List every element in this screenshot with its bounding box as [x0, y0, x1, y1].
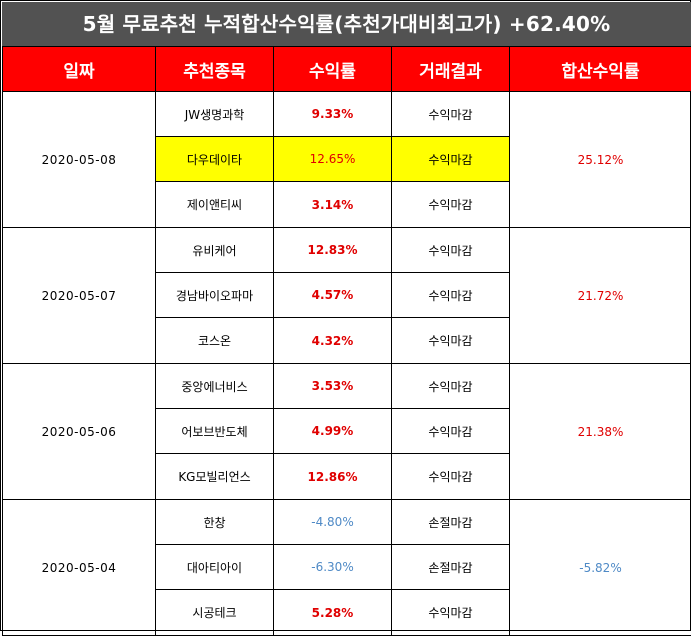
stock-name: 시공테크 — [156, 590, 274, 636]
stock-name: 한창 — [156, 500, 274, 545]
stock-return: 4.57% — [274, 273, 392, 318]
header-date: 일짜 — [3, 47, 156, 92]
trade-result: 수익마감 — [392, 409, 510, 454]
group-total-return: 21.72% — [510, 228, 691, 364]
trade-result: 수익마감 — [392, 137, 510, 182]
trade-result: 손절마감 — [392, 500, 510, 545]
stock-name: 코스온 — [156, 318, 274, 364]
stock-return: 4.99% — [274, 409, 392, 454]
stock-return: 3.53% — [274, 364, 392, 409]
trade-result: 손절마감 — [392, 545, 510, 590]
trade-result: 수익마감 — [392, 273, 510, 318]
group-total-return: 25.12% — [510, 92, 691, 228]
stock-return: -4.80% — [274, 500, 392, 545]
group-date: 2020-05-08 — [3, 92, 156, 228]
stock-return: 9.33% — [274, 92, 392, 137]
trade-result: 수익마감 — [392, 228, 510, 273]
trade-result: 수익마감 — [392, 454, 510, 500]
stock-return: 5.28% — [274, 590, 392, 636]
board-title: 5월 무료추천 누적합산수익률(추천가대비최고가) +62.40% — [2, 2, 691, 46]
header-result: 거래결과 — [392, 47, 510, 92]
stock-return: 12.86% — [274, 454, 392, 500]
group-total-return: 21.38% — [510, 364, 691, 500]
group-date: 2020-05-04 — [3, 500, 156, 636]
stock-return: 3.14% — [274, 182, 392, 228]
header-row: 일짜 추천종목 수익률 거래결과 합산수익률 — [3, 47, 691, 92]
trade-result: 수익마감 — [392, 590, 510, 636]
stock-name: JW생명과학 — [156, 92, 274, 137]
trade-result: 수익마감 — [392, 364, 510, 409]
trade-result: 수익마감 — [392, 318, 510, 364]
header-total: 합산수익률 — [510, 47, 691, 92]
stock-name: 유비케어 — [156, 228, 274, 273]
trade-result: 수익마감 — [392, 182, 510, 228]
stock-name: 대아티아이 — [156, 545, 274, 590]
stock-name: 제이앤티씨 — [156, 182, 274, 228]
group-date: 2020-05-07 — [3, 228, 156, 364]
stock-name: 중앙에너비스 — [156, 364, 274, 409]
stock-return: -6.30% — [274, 545, 392, 590]
group-date: 2020-05-06 — [3, 364, 156, 500]
stock-return: 12.65% — [274, 137, 392, 182]
stock-name: KG모빌리언스 — [156, 454, 274, 500]
header-stock: 추천종목 — [156, 47, 274, 92]
header-return: 수익률 — [274, 47, 392, 92]
stock-name: 어보브반도체 — [156, 409, 274, 454]
stock-return: 12.83% — [274, 228, 392, 273]
stock-name: 다우데이타 — [156, 137, 274, 182]
group-total-return: -5.82% — [510, 500, 691, 636]
stock-name: 경남바이오파마 — [156, 273, 274, 318]
stock-return: 4.32% — [274, 318, 392, 364]
trade-result: 수익마감 — [392, 92, 510, 137]
